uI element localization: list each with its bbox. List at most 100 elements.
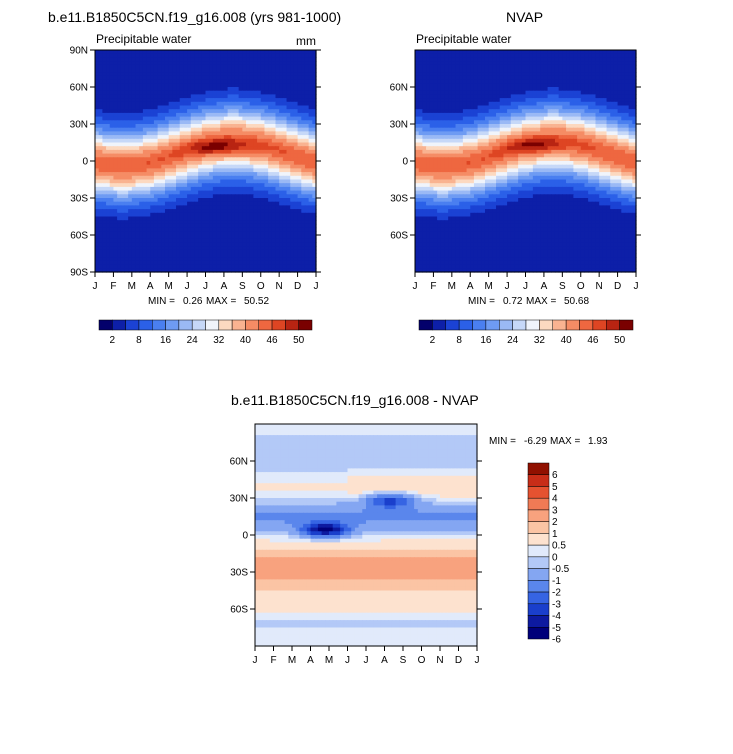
heatmap-cell (109, 227, 115, 232)
heatmap-cell (595, 90, 600, 95)
heatmap-cell (131, 268, 137, 273)
heatmap-cell (481, 50, 486, 55)
heatmap-cell (275, 242, 280, 247)
heatmap-cell (95, 61, 100, 66)
heatmap-cell (477, 61, 482, 66)
heatmap-cell (135, 238, 140, 243)
heatmap-cell (297, 124, 302, 129)
heatmap-cell (164, 235, 170, 240)
heatmap-cell (106, 98, 111, 103)
heatmap-cell (234, 79, 240, 84)
heatmap-cell (249, 83, 254, 88)
heatmap-cell (488, 98, 493, 103)
heatmap-cell (632, 57, 637, 62)
heatmap-cell (176, 231, 181, 236)
heatmap-cell (98, 131, 103, 136)
heatmap-cell (157, 205, 162, 210)
heatmap-cell (617, 68, 622, 73)
heatmap-cell (275, 257, 280, 262)
heatmap-cell (95, 212, 100, 218)
heatmap-cell (231, 212, 236, 218)
heatmap-cell (187, 127, 192, 132)
heatmap-cell (286, 260, 291, 266)
heatmap-cell (547, 50, 552, 55)
heatmap-cell (610, 101, 615, 107)
heatmap-cell (205, 216, 210, 221)
heatmap-cell (216, 260, 221, 266)
heatmap-cell (242, 172, 247, 177)
heatmap-cell (153, 153, 159, 158)
heatmap-cell (558, 83, 563, 88)
heatmap-cell (227, 101, 232, 107)
heatmap-cell (150, 216, 155, 221)
heatmap-cell (124, 164, 129, 169)
heatmap-cell (117, 209, 122, 214)
heatmap-cell (257, 235, 262, 240)
heatmap-cell (290, 246, 295, 251)
heatmap-cell (246, 146, 251, 151)
heatmap-cell (209, 61, 214, 66)
heatmap-cell (459, 120, 464, 125)
heatmap-cell (268, 190, 273, 195)
heatmap-cell (264, 142, 269, 147)
heatmap-cell (584, 101, 589, 107)
heatmap-cell (466, 75, 471, 81)
heatmap-cell (532, 124, 538, 129)
heatmap-cell (584, 94, 589, 99)
heatmap-cell (470, 94, 475, 99)
heatmap-cell (157, 264, 162, 269)
heatmap-cell (529, 57, 534, 62)
heatmap-cell (275, 146, 280, 151)
heatmap-cell (220, 90, 225, 95)
heatmap-cell (503, 57, 508, 62)
y-tick-label: 30S (70, 194, 88, 205)
heatmap-cell (536, 75, 541, 81)
heatmap-cell (209, 87, 214, 92)
heatmap-cell (554, 105, 560, 110)
heatmap-cell (257, 164, 262, 169)
heatmap-cell (142, 131, 148, 136)
heatmap-cell (554, 72, 560, 77)
heatmap-cell (551, 90, 556, 95)
heatmap-cell (150, 146, 155, 151)
heatmap-cell (271, 257, 277, 262)
heatmap-cell (518, 90, 523, 95)
heatmap-cell (231, 268, 236, 273)
heatmap-cell (246, 209, 251, 214)
heatmap-cell (308, 260, 313, 266)
heatmap-cell (135, 57, 140, 62)
heatmap-cell (426, 127, 431, 132)
heatmap-cell (462, 105, 468, 110)
heatmap-cell (429, 127, 435, 132)
heatmap-cell (172, 149, 177, 155)
heatmap-cell (135, 149, 140, 155)
heatmap-cell (117, 183, 122, 188)
heatmap-cell (304, 64, 310, 70)
heatmap-cell (220, 157, 225, 162)
heatmap-cell (212, 101, 218, 107)
heatmap-cell (293, 198, 299, 203)
heatmap-cell (190, 75, 196, 81)
heatmap-cell (117, 72, 122, 77)
heatmap-cell (484, 64, 490, 70)
heatmap-cell (602, 64, 608, 70)
heatmap-cell (312, 190, 317, 195)
heatmap-cell (146, 164, 151, 169)
heatmap-cell (153, 238, 159, 243)
heatmap-cell (415, 105, 420, 110)
heatmap-cell (183, 109, 188, 114)
heatmap-cell (529, 90, 534, 95)
heatmap-cell (275, 260, 280, 266)
heatmap-cell (176, 260, 181, 266)
heatmap-cell (301, 183, 306, 188)
heatmap-cell (492, 53, 497, 58)
heatmap-cell (164, 231, 170, 236)
heatmap-cell (161, 79, 166, 84)
heatmap-cell (128, 94, 133, 99)
heatmap-cell (161, 205, 166, 210)
heatmap-cell (293, 109, 299, 114)
heatmap-cell (212, 242, 218, 247)
heatmap-cell (146, 72, 151, 77)
heatmap-cell (558, 79, 563, 84)
heatmap-cell (591, 124, 597, 129)
